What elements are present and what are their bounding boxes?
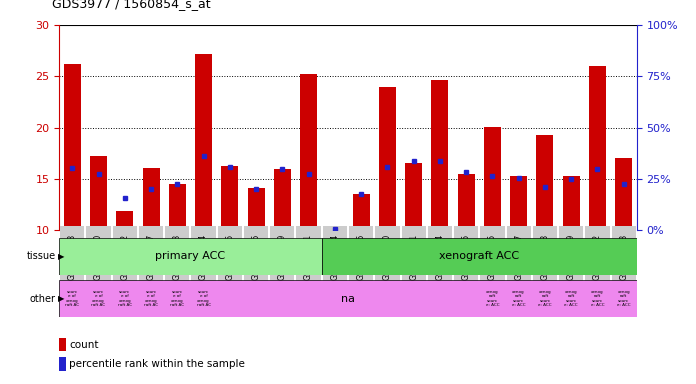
Text: GSM718447: GSM718447: [514, 233, 523, 280]
Text: ▶: ▶: [58, 294, 64, 303]
Bar: [458, 174, 475, 230]
Text: GSM718440: GSM718440: [94, 233, 103, 280]
Text: GSM718434: GSM718434: [199, 233, 208, 280]
Text: GSM718448: GSM718448: [540, 233, 549, 280]
Bar: [484, 127, 501, 230]
Bar: [562, 176, 580, 230]
Bar: [326, 229, 343, 230]
Text: tissue: tissue: [26, 251, 56, 262]
Text: count: count: [70, 340, 99, 350]
Text: ▶: ▶: [58, 252, 64, 261]
Text: GSM718449: GSM718449: [567, 233, 576, 280]
Text: sourc
e of
xenog
raft AC: sourc e of xenog raft AC: [65, 290, 79, 307]
Text: xenog
raft
sourc
e: ACC: xenog raft sourc e: ACC: [564, 290, 578, 307]
Bar: [116, 211, 134, 230]
Bar: [59, 238, 322, 275]
Bar: [432, 80, 448, 230]
Text: GSM718453: GSM718453: [619, 233, 628, 280]
Text: GSM718446: GSM718446: [356, 233, 365, 280]
Text: GSM718439: GSM718439: [278, 233, 287, 280]
Bar: [589, 66, 606, 230]
Text: sourc
e of
xenog
raft AC: sourc e of xenog raft AC: [196, 290, 211, 307]
Text: sourc
e of
xenog
raft AC: sourc e of xenog raft AC: [118, 290, 132, 307]
Bar: [537, 135, 553, 230]
Text: GDS3977 / 1560854_s_at: GDS3977 / 1560854_s_at: [52, 0, 211, 10]
Bar: [300, 74, 317, 230]
Bar: [510, 176, 527, 230]
Text: GSM718441: GSM718441: [304, 233, 313, 280]
Bar: [90, 156, 107, 230]
Text: xenograft ACC: xenograft ACC: [439, 251, 519, 262]
Text: GSM718443: GSM718443: [173, 233, 182, 280]
Text: GSM718444: GSM718444: [331, 233, 340, 280]
Text: GSM718435: GSM718435: [226, 233, 235, 280]
Text: GSM718438: GSM718438: [68, 233, 77, 280]
Bar: [59, 338, 66, 351]
Text: xenog
raft
sourc
e: ACC: xenog raft sourc e: ACC: [538, 290, 552, 307]
Text: percentile rank within the sample: percentile rank within the sample: [70, 359, 245, 369]
Bar: [274, 169, 291, 230]
Bar: [169, 184, 186, 230]
Bar: [379, 87, 396, 230]
Bar: [405, 162, 422, 230]
Text: xenog
raft
sourc
e: ACC: xenog raft sourc e: ACC: [591, 290, 604, 307]
Text: GSM718454: GSM718454: [436, 233, 445, 280]
Text: GSM718436: GSM718436: [251, 233, 260, 280]
Text: GSM718450: GSM718450: [383, 233, 392, 280]
Text: GSM718445: GSM718445: [488, 233, 497, 280]
Text: sourc
e of
xenog
raft AC: sourc e of xenog raft AC: [144, 290, 158, 307]
Text: primary ACC: primary ACC: [155, 251, 226, 262]
Bar: [353, 194, 370, 230]
Bar: [248, 188, 264, 230]
Bar: [322, 238, 637, 275]
Bar: [64, 64, 81, 230]
Bar: [143, 168, 159, 230]
Text: GSM718452: GSM718452: [593, 233, 602, 280]
Bar: [221, 166, 238, 230]
Bar: [615, 159, 632, 230]
Text: GSM718451: GSM718451: [409, 233, 418, 280]
Text: GSM718455: GSM718455: [461, 233, 470, 280]
Text: GSM718442: GSM718442: [120, 233, 129, 280]
Text: GSM718437: GSM718437: [147, 233, 156, 280]
Text: sourc
e of
xenog
raft AC: sourc e of xenog raft AC: [91, 290, 106, 307]
Text: sourc
e of
xenog
raft AC: sourc e of xenog raft AC: [171, 290, 184, 307]
Bar: [59, 357, 66, 371]
Bar: [195, 54, 212, 230]
Text: na: na: [341, 293, 355, 304]
Text: other: other: [30, 293, 56, 304]
Text: xenog
raft
sourc
e: ACC: xenog raft sourc e: ACC: [486, 290, 499, 307]
Text: xenog
raft
sourc
e: ACC: xenog raft sourc e: ACC: [617, 290, 631, 307]
Text: xenog
raft
sourc
e: ACC: xenog raft sourc e: ACC: [512, 290, 525, 307]
